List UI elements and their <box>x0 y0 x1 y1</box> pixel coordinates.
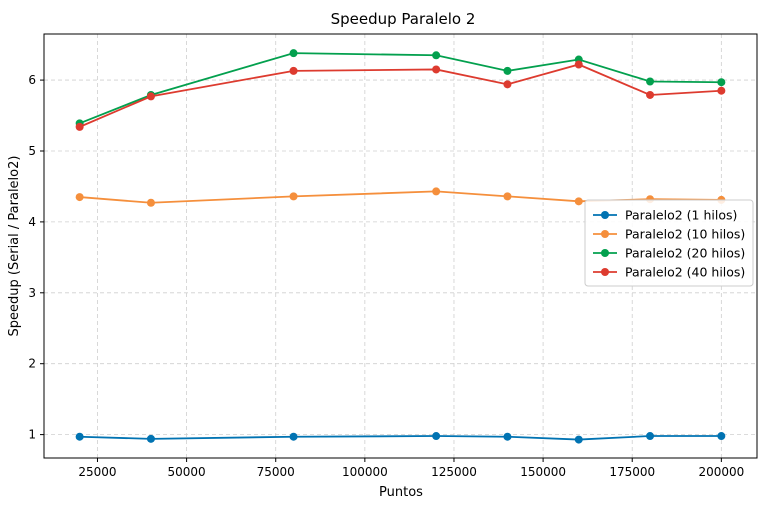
series-1 <box>75 432 726 444</box>
x-tick-label: 150000 <box>520 465 566 479</box>
legend-item: Paralelo2 (1 hilos) <box>593 208 737 223</box>
y-tick-label: 6 <box>28 73 36 87</box>
x-tick-label: 125000 <box>431 465 477 479</box>
data-point <box>717 432 726 441</box>
x-tick-label: 175000 <box>609 465 655 479</box>
data-point <box>646 77 655 86</box>
legend-label: Paralelo2 (20 hilos) <box>625 246 745 261</box>
data-point <box>574 197 583 206</box>
legend: Paralelo2 (1 hilos) Paralelo2 (10 hilos) P… <box>584 199 754 287</box>
data-point <box>574 435 583 444</box>
data-point <box>646 432 655 441</box>
data-point <box>289 49 298 58</box>
y-tick-label: 5 <box>28 144 36 158</box>
y-tick-label: 2 <box>28 357 36 371</box>
data-point <box>574 60 583 69</box>
legend-swatch-marker <box>601 268 609 276</box>
legend-item: Paralelo2 (20 hilos) <box>593 246 745 261</box>
x-tick-label: 25000 <box>78 465 116 479</box>
legend-label: Paralelo2 (10 hilos) <box>625 227 745 242</box>
data-point <box>289 192 298 201</box>
data-point <box>503 66 512 75</box>
y-axis-label: Speedup (Serial / Paralelo2) <box>7 156 22 337</box>
data-point <box>503 192 512 201</box>
data-point <box>503 432 512 441</box>
data-point <box>146 434 155 443</box>
legend-swatch-marker <box>601 249 609 257</box>
legend-swatch-marker <box>601 230 609 238</box>
y-tick-label: 3 <box>28 286 36 300</box>
legend-label: Paralelo2 (40 hilos) <box>625 265 745 280</box>
x-axis-label: Puntos <box>379 485 423 500</box>
legend-label: Paralelo2 (1 hilos) <box>625 208 737 223</box>
data-point <box>75 122 84 131</box>
series-line <box>79 63 722 128</box>
data-point <box>432 51 441 60</box>
data-point <box>289 66 298 75</box>
legend-item: Paralelo2 (40 hilos) <box>593 265 745 280</box>
data-point <box>75 193 84 202</box>
chart-title: Speedup Paralelo 2 <box>331 10 476 28</box>
legend-item: Paralelo2 (10 hilos) <box>593 227 745 242</box>
x-tick-label: 100000 <box>342 465 388 479</box>
y-tick-label: 4 <box>28 215 36 229</box>
x-tick-label: 200000 <box>698 465 744 479</box>
legend-swatch-marker <box>601 211 609 219</box>
series-4 <box>75 60 726 131</box>
y-axis-ticks: 1 2 3 4 5 6 <box>28 73 44 442</box>
data-point <box>432 187 441 196</box>
data-point <box>432 65 441 74</box>
x-tick-label: 75000 <box>257 465 295 479</box>
y-tick-label: 1 <box>28 428 36 442</box>
grid <box>44 34 757 458</box>
series-line <box>79 52 722 125</box>
data-point <box>146 92 155 101</box>
x-tick-label: 50000 <box>168 465 206 479</box>
data-point <box>717 86 726 95</box>
data-point <box>646 90 655 99</box>
series-line <box>79 435 722 441</box>
data-point <box>75 432 84 441</box>
x-axis-ticks: 25000 50000 75000 100000 125000 150000 175000 2… <box>78 458 744 479</box>
data-point <box>289 432 298 441</box>
data-point <box>717 78 726 87</box>
plot-frame <box>43 33 758 459</box>
series-3 <box>75 49 726 128</box>
data-point <box>432 432 441 441</box>
data-point <box>146 198 155 207</box>
data-point <box>503 80 512 89</box>
legend-box <box>584 199 754 287</box>
